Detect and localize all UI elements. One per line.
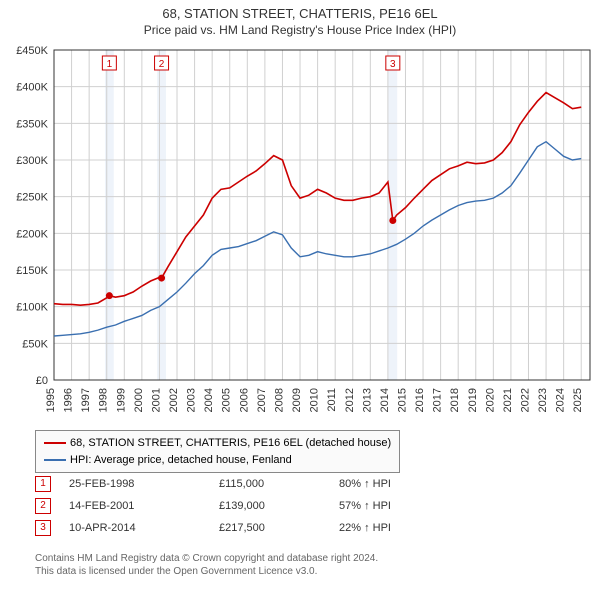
- legend-item: 68, STATION STREET, CHATTERIS, PE16 6EL …: [44, 435, 391, 452]
- sale-marker: 1: [35, 476, 51, 492]
- sales-table: 1 25-FEB-1998£115,00080% ↑ HPI 2 14-FEB-200…: [35, 476, 459, 542]
- svg-text:2: 2: [159, 59, 165, 70]
- price-chart: £0 £50K £100K £150K £200K £250K £300K £350K £400…: [0, 0, 600, 428]
- sale-date: 25-FEB-1998: [69, 478, 219, 490]
- svg-text:£450K: £450K: [16, 45, 48, 57]
- sale-date: 10-APR-2014: [69, 522, 219, 534]
- sale-price: £217,500: [219, 522, 339, 534]
- svg-text:£400K: £400K: [16, 82, 48, 94]
- sale-row: 3 10-APR-2014£217,50022% ↑ HPI: [35, 520, 459, 542]
- sale-vs-hpi: 57% ↑ HPI: [339, 500, 459, 512]
- sale-price: £115,000: [219, 478, 339, 490]
- svg-text:2004: 2004: [203, 388, 215, 412]
- legend-swatch: [44, 442, 66, 444]
- svg-text:2024: 2024: [555, 388, 567, 412]
- svg-text:£0: £0: [36, 375, 48, 387]
- svg-text:2019: 2019: [467, 388, 479, 412]
- sale-price: £139,000: [219, 500, 339, 512]
- svg-text:2022: 2022: [519, 388, 531, 412]
- footnote-line2: This data is licensed under the Open Gov…: [35, 565, 378, 578]
- svg-text:1996: 1996: [63, 388, 75, 412]
- svg-text:£150K: £150K: [16, 265, 48, 277]
- svg-text:2009: 2009: [291, 388, 303, 412]
- legend-item: HPI: Average price, detached house, Fenl…: [44, 452, 391, 469]
- svg-text:2002: 2002: [168, 388, 180, 412]
- svg-text:£200K: £200K: [16, 228, 48, 240]
- svg-text:2012: 2012: [344, 388, 356, 412]
- svg-text:2021: 2021: [502, 388, 514, 412]
- svg-text:£300K: £300K: [16, 155, 48, 167]
- svg-text:2003: 2003: [186, 388, 198, 412]
- svg-text:2008: 2008: [273, 388, 285, 412]
- svg-text:2011: 2011: [326, 388, 338, 412]
- footnote: Contains HM Land Registry data © Crown c…: [35, 552, 378, 578]
- svg-text:2007: 2007: [256, 388, 268, 412]
- svg-text:2001: 2001: [150, 388, 162, 412]
- svg-text:2005: 2005: [221, 388, 233, 412]
- svg-text:2020: 2020: [484, 388, 496, 412]
- svg-text:2015: 2015: [396, 388, 408, 412]
- sale-marker: 2: [35, 498, 51, 514]
- svg-text:£50K: £50K: [22, 338, 48, 350]
- sale-marker: 3: [35, 520, 51, 536]
- svg-text:2010: 2010: [309, 388, 321, 412]
- svg-text:£250K: £250K: [16, 192, 48, 204]
- svg-text:1998: 1998: [98, 388, 110, 412]
- svg-text:1999: 1999: [115, 388, 127, 412]
- svg-text:2018: 2018: [449, 388, 461, 412]
- svg-text:2016: 2016: [414, 388, 426, 412]
- svg-text:3: 3: [390, 59, 396, 70]
- sale-vs-hpi: 80% ↑ HPI: [339, 478, 459, 490]
- sale-row: 1 25-FEB-1998£115,00080% ↑ HPI: [35, 476, 459, 498]
- legend-label: 68, STATION STREET, CHATTERIS, PE16 6EL …: [70, 437, 391, 449]
- svg-text:1: 1: [107, 59, 113, 70]
- svg-text:2025: 2025: [572, 388, 584, 412]
- sale-vs-hpi: 22% ↑ HPI: [339, 522, 459, 534]
- svg-text:£100K: £100K: [16, 302, 48, 314]
- legend-box: 68, STATION STREET, CHATTERIS, PE16 6EL …: [35, 430, 400, 473]
- sale-date: 14-FEB-2001: [69, 500, 219, 512]
- svg-text:1997: 1997: [80, 388, 92, 412]
- svg-text:1995: 1995: [45, 388, 57, 412]
- legend-label: HPI: Average price, detached house, Fenl…: [70, 454, 292, 466]
- svg-text:2000: 2000: [133, 388, 145, 412]
- svg-text:2014: 2014: [379, 388, 391, 412]
- legend-swatch: [44, 459, 66, 461]
- svg-text:2023: 2023: [537, 388, 549, 412]
- svg-text:2017: 2017: [432, 388, 444, 412]
- sale-row: 2 14-FEB-2001£139,00057% ↑ HPI: [35, 498, 459, 520]
- footnote-line1: Contains HM Land Registry data © Crown c…: [35, 552, 378, 565]
- svg-text:2013: 2013: [361, 388, 373, 412]
- chart-container: 68, STATION STREET, CHATTERIS, PE16 6EL …: [0, 0, 600, 590]
- svg-text:£350K: £350K: [16, 118, 48, 130]
- svg-text:2006: 2006: [238, 388, 250, 412]
